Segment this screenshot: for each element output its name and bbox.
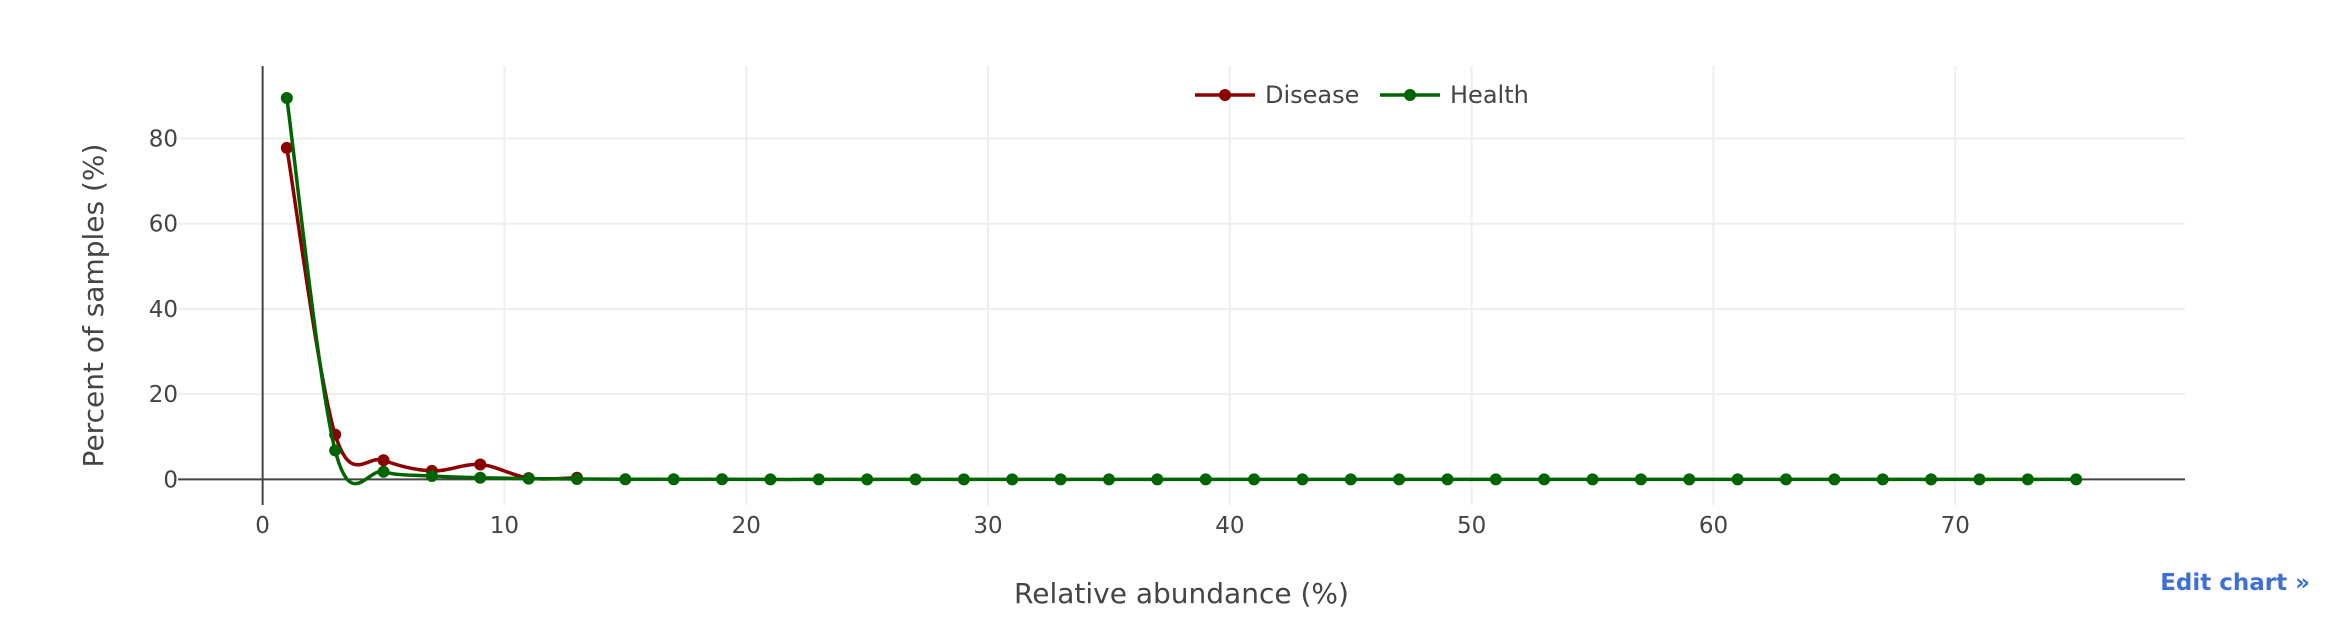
data-point[interactable] — [812, 473, 825, 486]
x-tick-labels: 0 10 20 30 40 50 60 70 — [255, 513, 1970, 539]
data-point[interactable] — [667, 473, 680, 486]
data-point[interactable] — [909, 473, 922, 486]
x-tick-label: 50 — [1457, 513, 1486, 539]
data-point[interactable] — [1538, 473, 1551, 486]
data-point[interactable] — [1973, 473, 1986, 486]
data-point[interactable] — [377, 454, 390, 467]
data-point[interactable] — [1006, 473, 1019, 486]
data-point[interactable] — [474, 471, 487, 484]
legend-swatch-marker — [1219, 89, 1231, 101]
data-point[interactable] — [861, 473, 874, 486]
data-point[interactable] — [522, 472, 535, 485]
y-tick-label: 80 — [149, 126, 178, 152]
y-axis-title: Percent of samples (%) — [77, 144, 110, 468]
y-tick-label: 40 — [149, 297, 178, 323]
x-tick-label: 40 — [1215, 513, 1244, 539]
y-tick-label: 20 — [149, 382, 178, 408]
data-point[interactable] — [1876, 473, 1889, 486]
x-tick-label: 0 — [255, 513, 270, 539]
data-point[interactable] — [2021, 473, 2034, 486]
data-point[interactable] — [1828, 473, 1841, 486]
legend-label: Disease — [1265, 81, 1359, 109]
grid — [178, 66, 2185, 505]
data-point[interactable] — [1634, 473, 1647, 486]
series-health — [280, 91, 2083, 486]
legend-label: Health — [1450, 81, 1529, 109]
data-point[interactable] — [570, 473, 583, 486]
data-point[interactable] — [1441, 473, 1454, 486]
x-axis-title: Relative abundance (%) — [1014, 577, 1349, 610]
data-point[interactable] — [1344, 473, 1357, 486]
y-tick-label: 60 — [149, 212, 178, 238]
legend-item-health[interactable]: Health — [1380, 81, 1529, 109]
x-tick-label: 10 — [490, 513, 519, 539]
x-tick-label: 30 — [973, 513, 1002, 539]
data-point[interactable] — [1102, 473, 1115, 486]
data-point[interactable] — [280, 141, 293, 154]
data-point[interactable] — [1586, 473, 1599, 486]
x-tick-label: 70 — [1941, 513, 1970, 539]
data-point[interactable] — [1731, 473, 1744, 486]
data-point[interactable] — [716, 473, 729, 486]
data-point[interactable] — [1296, 473, 1309, 486]
data-point[interactable] — [329, 444, 342, 457]
data-point[interactable] — [2070, 473, 2083, 486]
data-point[interactable] — [619, 473, 632, 486]
data-point[interactable] — [1925, 473, 1938, 486]
data-point[interactable] — [1199, 473, 1212, 486]
series-layer — [280, 91, 2083, 486]
data-point[interactable] — [280, 91, 293, 104]
data-point[interactable] — [1683, 473, 1696, 486]
data-point[interactable] — [1780, 473, 1793, 486]
data-point[interactable] — [1489, 473, 1502, 486]
data-point[interactable] — [425, 470, 438, 483]
data-point[interactable] — [764, 473, 777, 486]
y-tick-label: 0 — [163, 467, 178, 493]
edit-chart-link[interactable]: Edit chart » — [2160, 570, 2310, 596]
x-tick-label: 20 — [732, 513, 761, 539]
y-tick-labels: 0 20 40 60 80 — [149, 126, 178, 493]
x-tick-label: 60 — [1699, 513, 1728, 539]
series-line-health — [285, 97, 2077, 486]
legend[interactable]: Disease Health — [1195, 81, 1529, 109]
data-point[interactable] — [1054, 473, 1067, 486]
data-point[interactable] — [1393, 473, 1406, 486]
data-point[interactable] — [377, 465, 390, 478]
legend-swatch-marker — [1404, 89, 1416, 101]
data-point[interactable] — [957, 473, 970, 486]
axes — [178, 66, 2185, 505]
series-disease — [280, 141, 583, 485]
legend-item-disease[interactable]: Disease — [1195, 81, 1359, 109]
data-point[interactable] — [474, 458, 487, 471]
data-point[interactable] — [1151, 473, 1164, 486]
data-point[interactable] — [1248, 473, 1261, 486]
